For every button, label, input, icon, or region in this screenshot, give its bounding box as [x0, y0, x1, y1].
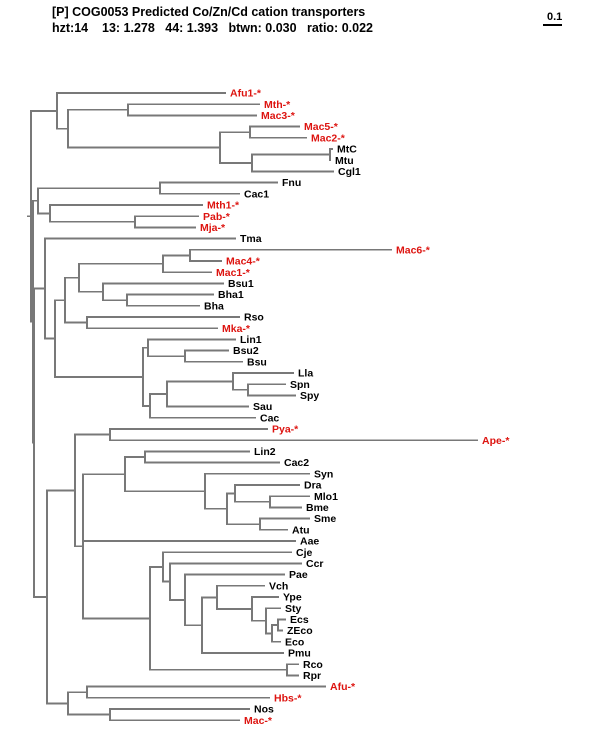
taxon-label-aae: Aae — [300, 536, 319, 548]
taxon-label-mth1: Mth1-* — [207, 200, 240, 212]
taxon-label-mac2: Mac2-* — [311, 132, 346, 144]
taxon-label-bha1: Bha1 — [218, 289, 244, 301]
taxon-label-pab: Pab-* — [203, 211, 231, 223]
scale-bar-label: 0.1 — [547, 11, 563, 23]
taxon-label-sau: Sau — [253, 401, 272, 413]
taxon-label-rso: Rso — [244, 312, 264, 324]
taxon-label-mac6: Mac6-* — [396, 244, 431, 256]
taxon-label-lin1: Lin1 — [240, 334, 262, 346]
taxon-label-bha: Bha — [204, 300, 224, 312]
taxon-label-pya: Pya-* — [272, 424, 299, 436]
taxon-label-bsu: Bsu — [247, 356, 267, 368]
scale-bar-line — [543, 24, 562, 26]
taxon-label-ecs: Ecs — [290, 614, 309, 626]
taxon-label-mth: Mth-* — [264, 99, 291, 111]
taxon-label-zeco: ZEco — [287, 625, 313, 637]
taxon-label-ape: Ape-* — [482, 435, 510, 447]
taxon-label-mtc: MtC — [337, 144, 357, 156]
figure-stats-line: hzt:14 13: 1.278 44: 1.393 btwn: 0.030 r… — [52, 21, 373, 35]
taxon-label-fnu: Fnu — [282, 177, 301, 189]
taxon-label-mlo1: Mlo1 — [314, 491, 338, 503]
taxon-label-hbs: Hbs-* — [274, 692, 302, 704]
taxon-label-mka: Mka-* — [222, 323, 251, 335]
taxon-label-syn: Syn — [314, 468, 333, 480]
taxon-label-pmu: Pmu — [288, 648, 311, 660]
taxon-label-afu1: Afu1-* — [230, 88, 262, 100]
figure-title: [P] COG0053 Predicted Co/Zn/Cd cation tr… — [52, 5, 366, 19]
taxon-label-rpr: Rpr — [303, 670, 321, 682]
taxon-label-mac3: Mac3-* — [261, 110, 296, 122]
taxon-label-afu: Afu-* — [330, 681, 356, 693]
taxon-label-mja: Mja-* — [200, 222, 226, 234]
taxon-label-dra: Dra — [304, 480, 322, 492]
taxon-label-cje: Cje — [296, 547, 313, 559]
taxon-label-mtu: Mtu — [335, 155, 354, 167]
taxon-label-mac4: Mac4-* — [226, 256, 261, 268]
taxon-label-lla: Lla — [298, 368, 313, 380]
taxon-label-spy: Spy — [300, 390, 319, 402]
taxon-label-cac2: Cac2 — [284, 457, 309, 469]
taxon-label-mac1: Mac1-* — [216, 267, 251, 279]
taxon-label-bme: Bme — [306, 502, 329, 514]
taxon-label-cac: Cac — [260, 412, 279, 424]
taxon-label-nos: Nos — [254, 704, 274, 716]
taxon-label-mac: Mac-* — [244, 715, 273, 727]
taxon-label-sty: Sty — [285, 603, 302, 615]
taxon-label-bsu1: Bsu1 — [228, 278, 254, 290]
taxon-label-cgl1: Cgl1 — [338, 166, 361, 178]
taxon-label-spn: Spn — [290, 379, 310, 391]
taxon-label-vch: Vch — [269, 580, 288, 592]
taxon-label-eco: Eco — [285, 636, 304, 648]
taxon-label-rco: Rco — [303, 659, 323, 671]
taxon-label-sme: Sme — [314, 513, 336, 525]
taxon-label-tma: Tma — [240, 233, 262, 245]
taxon-label-mac5: Mac5-* — [304, 121, 339, 133]
scale-bar: 0.1 — [543, 11, 569, 26]
taxon-label-pae: Pae — [289, 569, 308, 581]
taxon-label-bsu2: Bsu2 — [233, 345, 259, 357]
taxon-label-atu: Atu — [292, 524, 310, 536]
taxon-label-ccr: Ccr — [306, 558, 324, 570]
taxon-label-ype: Ype — [283, 592, 302, 604]
taxon-label-cac1: Cac1 — [244, 188, 269, 200]
taxon-label-lin2: Lin2 — [254, 446, 276, 458]
